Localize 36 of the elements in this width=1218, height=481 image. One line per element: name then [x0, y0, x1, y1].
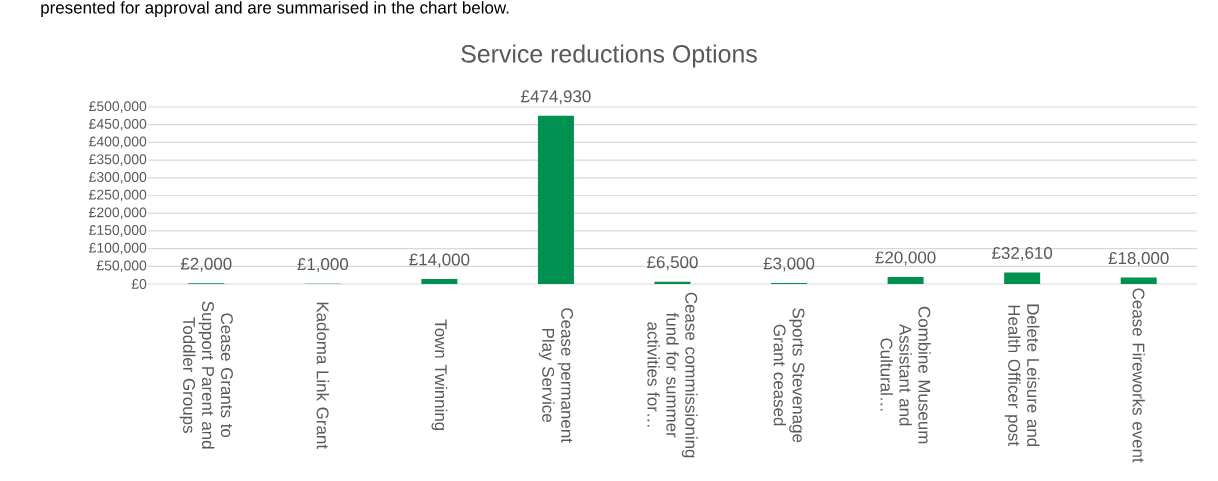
- chart-title: Service reductions Options: [461, 44, 757, 68]
- data-label: £2,000: [180, 257, 232, 272]
- x-tick-label: Combine Museum Assistant and Cultural…: [880, 306, 931, 444]
- x-tick-label: Delete Leisure and Health Officer post: [1004, 304, 1040, 447]
- bar: [887, 276, 924, 284]
- data-label: £3,000: [763, 257, 815, 272]
- y-tick-label: £100,000: [89, 242, 147, 255]
- y-tick-label: £350,000: [89, 154, 147, 166]
- data-label: £474,930: [521, 90, 591, 105]
- x-tick-label: Kadoma Link Grant: [316, 302, 330, 449]
- y-tick-label: £400,000: [89, 136, 147, 149]
- y-tick-label: £250,000: [89, 189, 147, 202]
- data-label: £14,000: [409, 253, 470, 268]
- data-label: £18,000: [1108, 252, 1169, 267]
- bar: [421, 279, 458, 284]
- text: presented for approval and are summarised in the chart below.: [41, 1, 509, 17]
- y-tick-label: £0: [131, 279, 147, 289]
- data-label: £32,610: [992, 246, 1053, 261]
- x-tick-label: Cease commissioning fund for summer activities for…: [647, 292, 698, 458]
- x-tick-label: Sports Stevenage Grant ceased: [773, 308, 805, 443]
- data-label: £20,000: [875, 251, 936, 266]
- bar: [537, 115, 574, 284]
- y-tick-label: £150,000: [89, 225, 147, 237]
- data-label: £6,500: [647, 256, 698, 271]
- bar: [1004, 272, 1041, 284]
- x-tick-label: Cease Fireworks event: [1132, 288, 1145, 463]
- x-tick-label: Cease permanent Play Service: [538, 308, 574, 443]
- y-tick-label: £450,000: [89, 118, 147, 131]
- y-tick-label: £300,000: [89, 172, 147, 184]
- y-tick-label: £200,000: [89, 207, 147, 219]
- x-tick-label: Cease Grants to Support Parent and Toddler Groups: [179, 301, 233, 449]
- data-label: £1,000: [297, 258, 349, 273]
- y-tick-label: £50,000: [96, 260, 147, 273]
- y-tick-label: £500,000: [89, 101, 147, 113]
- bar: [1120, 277, 1157, 284]
- x-tick-label: Town Twinning: [431, 319, 448, 431]
